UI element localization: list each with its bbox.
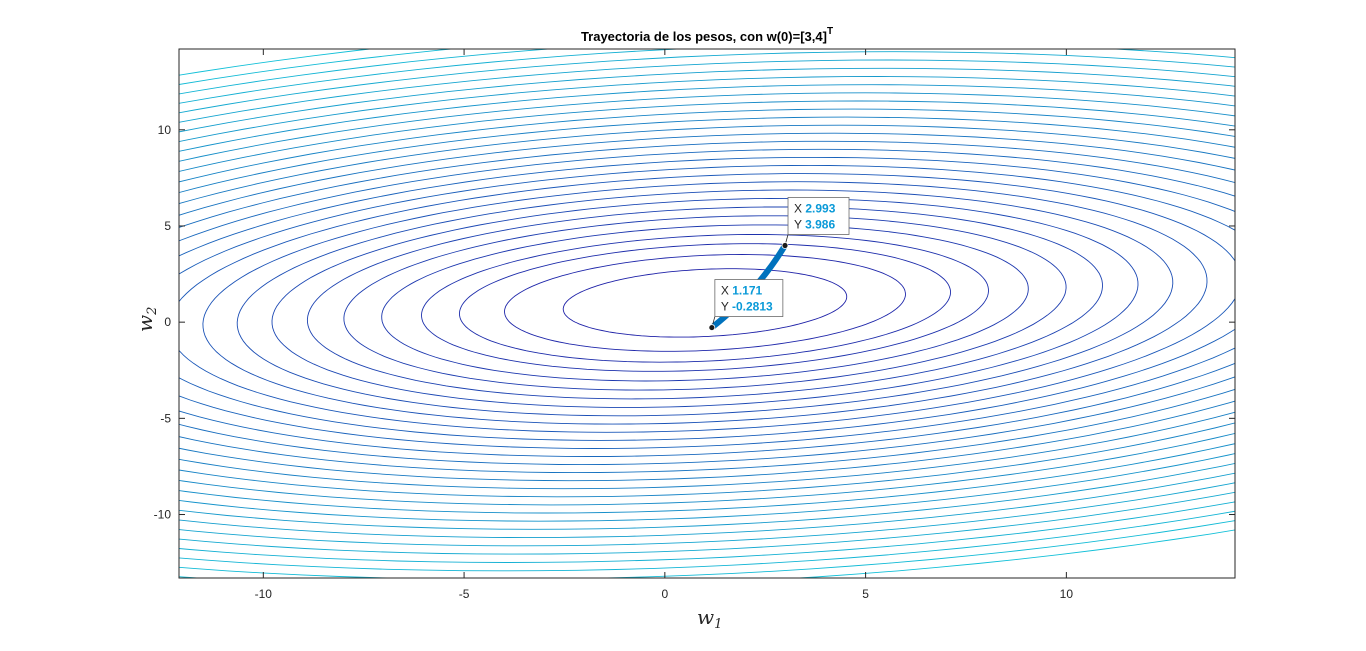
- contour-line: [179, 92, 1235, 514]
- datatip-marker[interactable]: [781, 242, 789, 249]
- contour-line: [236, 189, 1174, 417]
- contour-lines: [179, 49, 1235, 578]
- y-tick-label: 10: [158, 123, 172, 137]
- contour-line: [179, 100, 1235, 506]
- y-tick-label: -5: [160, 411, 171, 425]
- contour-line: [179, 76, 1235, 530]
- y-tick-label: 5: [164, 219, 171, 233]
- datatip-y: Y 3.986: [794, 217, 835, 231]
- contour-line: [179, 116, 1235, 490]
- contour-line: [343, 215, 1067, 391]
- datatip-box[interactable]: [787, 197, 850, 235]
- y-tick-label: 0: [164, 315, 171, 329]
- contour-line: [179, 49, 1235, 563]
- datatip-y: Y -0.2813: [721, 300, 773, 314]
- contour-line: [179, 51, 1235, 555]
- x-tick-label: -5: [459, 587, 470, 601]
- contour-line: [421, 234, 989, 372]
- x-tick-label: -10: [255, 587, 273, 601]
- x-axis-label: w1: [697, 605, 722, 632]
- datatip-marker[interactable]: [708, 324, 716, 331]
- contour-line: [179, 148, 1235, 457]
- contour-line: [179, 59, 1235, 547]
- y-tick-label: -10: [154, 508, 172, 522]
- datatips: X 2.993 Y 3.986 X 1.171 Y -0.2813: [708, 197, 850, 331]
- contour-line: [179, 173, 1235, 433]
- contour-line: [179, 67, 1235, 539]
- plot-area: [178, 48, 1236, 579]
- datatip-x: X 2.993: [794, 201, 836, 215]
- contour-line: [306, 206, 1103, 400]
- contour-line: [179, 164, 1235, 441]
- contour-line: [179, 49, 1235, 572]
- x-tick-label: 5: [862, 587, 869, 601]
- datatip-x: X 1.171: [721, 284, 763, 298]
- contour-line: [179, 84, 1235, 522]
- contour-line: [562, 268, 848, 338]
- contour-line: [179, 49, 1235, 578]
- contour-line: [179, 140, 1235, 466]
- y-axis-label: w2: [133, 307, 160, 332]
- contour-line: [381, 224, 1029, 382]
- contour-line: [202, 181, 1208, 425]
- contour-line: [459, 243, 951, 363]
- x-tick-label: 10: [1060, 587, 1074, 601]
- contour-line: [271, 197, 1139, 408]
- contour-line: [179, 108, 1235, 498]
- chart-title: Trayectoria de los pesos, con w(0)=[3,4]…: [581, 26, 833, 44]
- svg-text:w2: w2: [133, 307, 160, 332]
- contour-line: [179, 156, 1235, 449]
- x-tick-label: 0: [661, 587, 668, 601]
- contour-line: [179, 132, 1235, 474]
- datatip-box[interactable]: [714, 279, 784, 317]
- contour-line: [179, 124, 1235, 482]
- axis-ticks: -10 -5 0 5 10 -10 -5 0 5 10: [154, 49, 1235, 601]
- contour-line: [504, 254, 906, 352]
